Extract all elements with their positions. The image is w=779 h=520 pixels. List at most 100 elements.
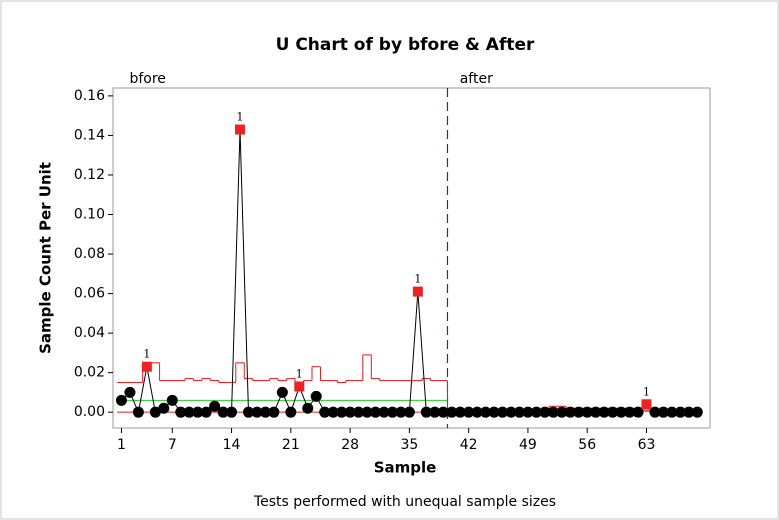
data-point	[251, 406, 263, 418]
failure-label: 1	[414, 273, 421, 286]
x-axis-title: Sample	[374, 459, 437, 477]
failure-point	[412, 286, 423, 297]
chart-title: U Chart of by bfore & After	[276, 35, 535, 55]
data-point	[175, 406, 187, 418]
data-point	[666, 406, 678, 418]
data-point	[149, 406, 161, 418]
y-tick-label: 0.10	[74, 207, 105, 223]
data-point	[691, 406, 703, 418]
data-point	[319, 406, 331, 418]
x-tick-label: 14	[223, 437, 241, 453]
data-point	[209, 400, 221, 412]
data-point	[683, 406, 695, 418]
x-tick-label: 1	[117, 437, 126, 453]
y-tick-label: 0.14	[74, 127, 105, 143]
data-point	[590, 406, 602, 418]
data-point	[615, 406, 627, 418]
data-point	[242, 406, 254, 418]
stage-label: after	[460, 71, 493, 87]
x-tick-label: 42	[460, 437, 478, 453]
data-point	[259, 406, 271, 418]
data-point	[166, 394, 178, 406]
data-point	[395, 406, 407, 418]
x-tick-label: 28	[341, 437, 359, 453]
data-point	[513, 406, 525, 418]
data-point	[564, 406, 576, 418]
y-tick-label: 0.02	[74, 365, 105, 381]
data-point	[674, 406, 686, 418]
data-point	[378, 406, 390, 418]
x-tick-label: 56	[578, 437, 596, 453]
failure-label: 1	[296, 367, 303, 380]
failure-label: 1	[643, 385, 650, 398]
data-point	[268, 406, 280, 418]
data-point	[386, 406, 398, 418]
failure-point	[294, 381, 305, 392]
data-point	[370, 406, 382, 418]
plot-area	[112, 87, 711, 429]
data-point	[454, 406, 466, 418]
data-point	[607, 406, 619, 418]
x-tick-label: 63	[638, 437, 656, 453]
data-point	[480, 406, 492, 418]
data-point	[327, 406, 339, 418]
data-point	[556, 406, 568, 418]
y-tick-label: 0.08	[74, 246, 105, 262]
data-point	[302, 402, 314, 414]
data-point	[539, 406, 551, 418]
data-point	[581, 406, 593, 418]
y-tick-label: 0.12	[74, 167, 105, 183]
data-point	[226, 406, 238, 418]
data-point	[547, 406, 559, 418]
data-point	[573, 406, 585, 418]
data-point	[310, 390, 322, 402]
failure-label: 1	[143, 348, 150, 361]
failure-point	[235, 124, 246, 135]
data-point	[183, 406, 195, 418]
data-point	[497, 406, 509, 418]
data-point	[598, 406, 610, 418]
data-point	[124, 386, 136, 398]
data-point	[200, 406, 212, 418]
data-point	[649, 406, 661, 418]
data-point	[403, 406, 415, 418]
data-point	[505, 406, 517, 418]
data-point	[624, 406, 636, 418]
data-point	[361, 406, 373, 418]
data-point	[285, 406, 297, 418]
data-point	[344, 406, 356, 418]
y-tick-label: 0.04	[74, 325, 105, 341]
x-tick-label: 7	[168, 437, 177, 453]
x-tick-label: 21	[282, 437, 300, 453]
data-point	[192, 406, 204, 418]
y-axis-title: Sample Count Per Unit	[37, 162, 55, 354]
data-point	[530, 406, 542, 418]
footnote: Tests performed with unequal sample size…	[253, 494, 556, 510]
data-point	[657, 406, 669, 418]
data-point	[446, 406, 458, 418]
failure-point	[141, 361, 152, 372]
data-point	[336, 406, 348, 418]
data-point	[429, 406, 441, 418]
data-point	[276, 386, 288, 398]
y-tick-label: 0.06	[74, 286, 105, 302]
data-point	[353, 406, 365, 418]
y-tick-label: 0.16	[74, 88, 105, 104]
data-point	[420, 406, 432, 418]
data-point	[217, 406, 229, 418]
x-tick-label: 49	[519, 437, 537, 453]
data-point	[632, 406, 644, 418]
data-point	[471, 406, 483, 418]
failure-point	[641, 399, 652, 410]
data-point	[132, 406, 144, 418]
data-point	[437, 406, 449, 418]
failure-label: 1	[237, 111, 244, 124]
data-point	[463, 406, 475, 418]
data-point	[522, 406, 534, 418]
data-point	[158, 402, 170, 414]
y-tick-label: 0.00	[74, 404, 105, 420]
data-point	[488, 406, 500, 418]
stage-label: bfore	[129, 71, 165, 87]
